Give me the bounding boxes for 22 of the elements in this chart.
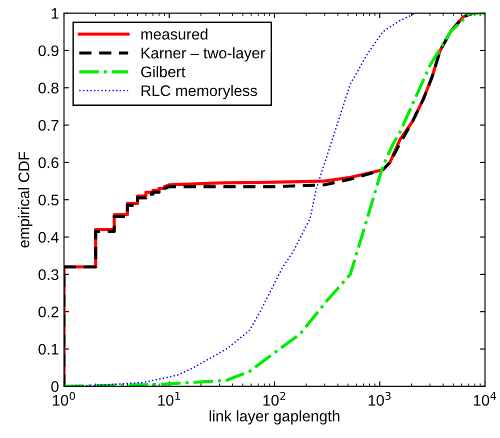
legend-label: Gilbert bbox=[141, 66, 186, 78]
y-tick-label: 0.5 bbox=[38, 194, 58, 206]
x-tick-label: 10$^{0}$ bbox=[52, 392, 76, 406]
legend-label: measured bbox=[141, 28, 208, 40]
y-tick-label: 0.1 bbox=[38, 344, 58, 355]
y-tick-label: 0 bbox=[51, 381, 59, 392]
x-tick-label: 10$^{2}$ bbox=[263, 392, 286, 406]
y-tick-label: 1 bbox=[52, 8, 58, 19]
y-tick-label: 0.2 bbox=[38, 306, 58, 318]
y-tick-label: 0.6 bbox=[38, 157, 58, 168]
x-axis-title: link layer gaplength bbox=[210, 410, 340, 425]
y-tick-label: 0.4 bbox=[38, 232, 59, 243]
y-tick-label: 0.8 bbox=[38, 82, 58, 94]
x-tick-label: 10$^{4}$ bbox=[474, 392, 496, 406]
legend-label: RLC memoryless bbox=[142, 84, 257, 100]
y-tick-label: 0.9 bbox=[38, 45, 58, 56]
x-tick-label: 10$^{3}$ bbox=[368, 392, 391, 406]
y-axis-title: empirical CDF bbox=[18, 152, 32, 248]
y-tick-label: 0.7 bbox=[38, 120, 58, 131]
y-tick-label: 0.3 bbox=[38, 269, 58, 280]
x-tick-label: 10$^{1}$ bbox=[158, 392, 180, 406]
legend-label: Karner – two-layer bbox=[142, 47, 265, 62]
